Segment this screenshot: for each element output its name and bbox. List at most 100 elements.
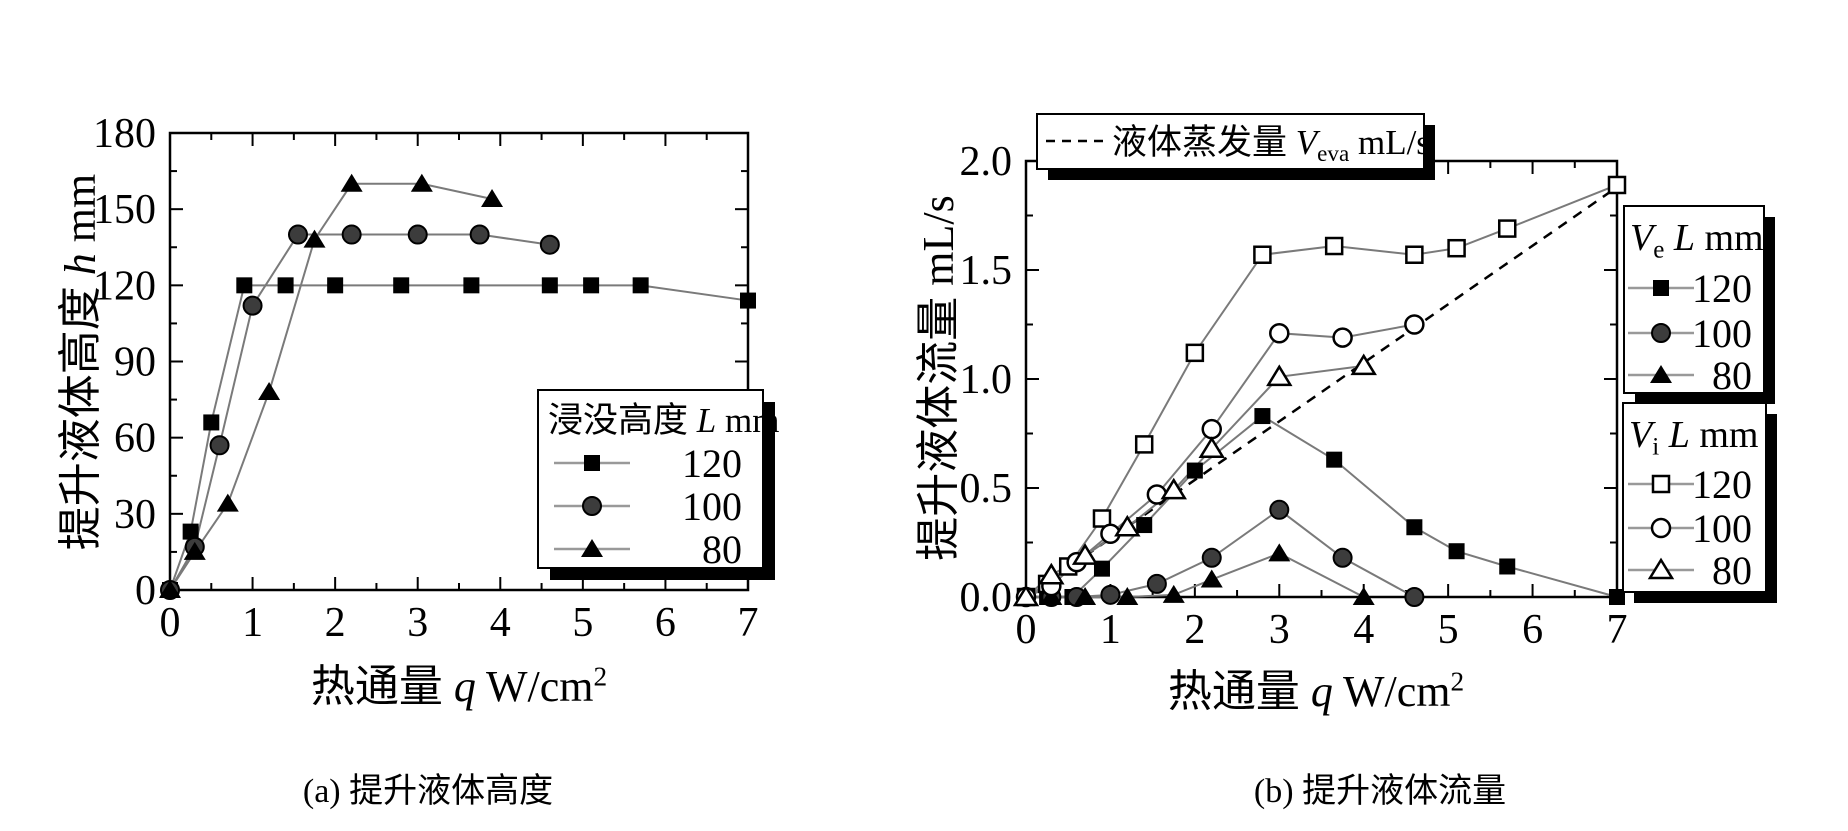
chart-a-y-title-unit: mm [56,173,105,254]
circle-open-marker [1201,418,1222,440]
square-open-marker [1134,435,1154,454]
legend-vi-box [1622,402,1767,593]
x-tick-label: 0 [160,600,181,646]
chart-a-y-title-text: 提升液体高度 [56,275,105,551]
x-tick-label: 7 [1607,607,1628,653]
triangle-filled-marker [183,541,206,560]
triangle-filled-marker [1352,587,1375,605]
chart-a-x-title-text: 热通量 [310,662,454,711]
circle-open-marker [1404,314,1425,335]
series-line-l-100 [169,233,550,591]
circle-filled-marker [1146,573,1167,594]
circle-filled-marker [1404,587,1425,607]
x-tick-label: 1 [242,600,263,646]
circle-filled-marker [1201,547,1222,568]
triangle-filled-marker [1162,584,1185,603]
square-filled-marker [1186,462,1203,479]
x-tick-label: 4 [1353,607,1374,653]
chart-b-x-title-text: 热通量 [1167,667,1311,716]
triangle-open-marker [1647,557,1675,580]
series-line-l-80 [169,182,493,591]
y-tick-label: 1.5 [960,248,1013,294]
y-tick-label: 60 [114,416,156,462]
triangle-open-marker [1350,353,1377,376]
square-filled-marker [584,455,600,471]
triangle-open-marker [1198,436,1225,459]
square-open-marker [1185,343,1205,363]
square-filled-marker [1254,408,1271,425]
triangle-open-marker [1071,543,1099,565]
y-tick-label: 180 [93,111,156,157]
x-tick-label: 6 [1522,607,1543,653]
chart-a-x-title-unit: W/cm [475,662,594,711]
square-filled-marker [277,277,294,294]
chart-a-x-axis-title: 热通量 q W/cm2 [311,650,607,714]
circle-filled-marker [209,435,230,456]
chart-b-y-axis-title: 提升液体流量 mL/s [902,195,966,560]
square-open-marker [1497,219,1517,238]
triangle-filled-marker [1650,365,1672,383]
chart-b-x-title-var: q [1310,667,1333,716]
series-line-l-120 [169,284,749,591]
x-tick-label: 7 [738,600,759,646]
y-tick-label: 150 [93,187,156,233]
square-filled-marker [632,277,649,294]
legend-a-entry-label: 80 [702,527,742,572]
circle-open-marker [1332,327,1353,348]
legend-veva-label: 液体蒸发量 Veva mL/s [1112,123,1430,166]
legend-vi-entry-label: 120 [1692,462,1752,507]
x-tick-label: 3 [1269,607,1290,653]
chart-a-y-title-var: h [56,253,105,276]
circle-filled-marker [341,224,362,245]
y-tick-label: 0.0 [960,575,1013,621]
square-filled-marker [463,277,480,294]
triangle-filled-marker [1268,543,1291,562]
y-tick-label: 0 [135,568,156,614]
legend-a-entry-label: 120 [682,441,742,486]
circle-filled-marker [407,224,428,245]
chart-b: 0 1 2 3 4 5 6 7 0.0 0.5 1.0 1.5 2.0 液体蒸发量 Veva mL/s Ve… [960,113,1777,653]
square-filled-marker [1448,543,1465,560]
triangle-filled-marker [581,539,603,557]
triangle-filled-marker [216,493,239,512]
chart-a-y-axis-title: 提升液体高度 h mm [44,174,108,550]
legend-ve-header: Ve L mm [1630,217,1764,264]
square-filled-marker [1609,589,1625,605]
x-tick-label: 0 [1016,607,1037,653]
legend-vi-header: Vi L mm [1629,414,1758,461]
chart-b-y-title-unit: mL/s [914,195,963,286]
legend-ve-entry-label: 120 [1692,266,1752,311]
triangle-filled-marker [159,580,181,598]
legend-a-box [537,389,764,569]
triangle-filled-marker [410,173,433,192]
series-line-v-eva [1025,186,1618,599]
legend-ve-entry-label: 80 [1712,353,1752,398]
chart-b-y-title-text: 提升液体流量 [914,285,963,561]
series-line-ve-l-120 [1026,414,1618,598]
triangle-filled-marker [1074,587,1097,605]
square-open-marker [1405,245,1424,264]
triangle-filled-marker [303,229,326,248]
triangle-filled-marker [258,381,281,400]
triangle-filled-marker [1116,587,1139,605]
x-tick-label: 2 [1184,607,1205,653]
square-open-marker [1447,238,1466,258]
legend-vi-entry-label: 80 [1712,548,1752,593]
chart-a-x-title-var: q [453,662,476,711]
circle-filled-marker [287,224,308,245]
y-tick-label: 1.0 [960,357,1013,403]
circle-filled-marker [469,224,490,245]
square-filled-marker [236,277,253,294]
square-filled-marker [740,292,756,309]
legend-vi-entry-label: 100 [1692,506,1752,551]
square-open-marker [1253,245,1272,264]
circle-filled-marker [1651,323,1671,343]
square-open-marker [1651,474,1671,494]
circle-filled-marker [242,295,263,316]
x-tick-label: 3 [407,600,428,646]
square-filled-marker [1499,558,1516,575]
